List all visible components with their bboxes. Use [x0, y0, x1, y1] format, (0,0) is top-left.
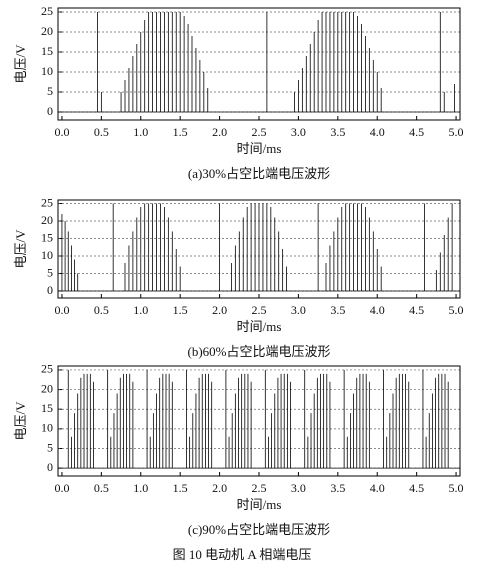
x-tick-label: 4.0: [370, 125, 385, 139]
y-axis-label: 电压/V: [13, 44, 28, 84]
x-tick-label: 1.5: [173, 125, 188, 139]
x-tick-label: 4.0: [370, 481, 385, 495]
y-axis-label: 电压/V: [13, 229, 28, 269]
y-tick-label: 25: [41, 4, 53, 18]
x-tick-label: 3.5: [330, 303, 345, 317]
y-tick-label: 25: [41, 195, 53, 209]
y-tick-label: 0: [47, 460, 53, 474]
x-tick-label: 3.0: [291, 125, 306, 139]
x-tick-label: 1.5: [173, 481, 188, 495]
x-tick-label: 0.0: [54, 125, 69, 139]
x-tick-label: 3.5: [330, 125, 345, 139]
y-axis-label: 电压/V: [13, 401, 28, 441]
y-tick-label: 15: [41, 230, 53, 244]
chart-caption: (a)30%占空比端电压波形: [188, 166, 330, 181]
x-tick-label: 0.5: [94, 303, 109, 317]
figure-caption: 图 10 电动机 A 相端电压: [173, 547, 312, 562]
x-tick-label: 1.5: [173, 303, 188, 317]
x-tick-label: 1.0: [133, 125, 148, 139]
x-tick-label: 0.0: [54, 303, 69, 317]
x-tick-label: 0.5: [94, 481, 109, 495]
x-tick-label: 1.0: [133, 481, 148, 495]
y-tick-label: 10: [41, 64, 53, 78]
x-tick-label: 0.5: [94, 125, 109, 139]
y-tick-label: 20: [41, 24, 53, 38]
chart-caption: (c)90%占空比端电压波形: [188, 522, 330, 537]
x-tick-label: 2.0: [212, 481, 227, 495]
y-tick-label: 20: [41, 213, 53, 227]
plot-frame: [57, 7, 461, 121]
x-tick-label: 2.5: [252, 481, 267, 495]
y-tick-label: 0: [47, 104, 53, 118]
y-tick-label: 25: [41, 362, 53, 376]
x-tick-label: 3.0: [291, 303, 306, 317]
x-axis-label: 时间/ms: [237, 497, 282, 512]
x-tick-label: 4.5: [409, 125, 424, 139]
y-tick-label: 5: [47, 440, 53, 454]
y-tick-label: 10: [41, 248, 53, 262]
chart-caption: (b)60%占空比端电压波形: [188, 344, 331, 359]
x-axis-label: 时间/ms: [237, 319, 282, 334]
x-tick-label: 3.5: [330, 481, 345, 495]
plot-frame: [57, 199, 461, 299]
x-tick-label: 2.0: [212, 303, 227, 317]
y-tick-label: 20: [41, 381, 53, 395]
y-tick-label: 15: [41, 401, 53, 415]
x-axis-label: 时间/ms: [237, 141, 282, 156]
x-tick-label: 0.0: [54, 481, 69, 495]
x-tick-label: 4.5: [409, 303, 424, 317]
y-tick-label: 5: [47, 265, 53, 279]
x-tick-label: 3.0: [291, 481, 306, 495]
y-tick-label: 5: [47, 84, 53, 98]
x-tick-label: 1.0: [133, 303, 148, 317]
x-tick-label: 5.0: [449, 303, 464, 317]
x-tick-label: 4.5: [409, 481, 424, 495]
x-tick-label: 2.5: [252, 125, 267, 139]
x-tick-label: 2.0: [212, 125, 227, 139]
x-tick-label: 4.0: [370, 303, 385, 317]
x-tick-label: 5.0: [449, 481, 464, 495]
x-tick-label: 5.0: [449, 125, 464, 139]
x-tick-label: 2.5: [252, 303, 267, 317]
y-tick-label: 0: [47, 283, 53, 297]
y-tick-label: 15: [41, 44, 53, 58]
y-tick-label: 10: [41, 421, 53, 435]
plot-frame: [57, 365, 461, 477]
